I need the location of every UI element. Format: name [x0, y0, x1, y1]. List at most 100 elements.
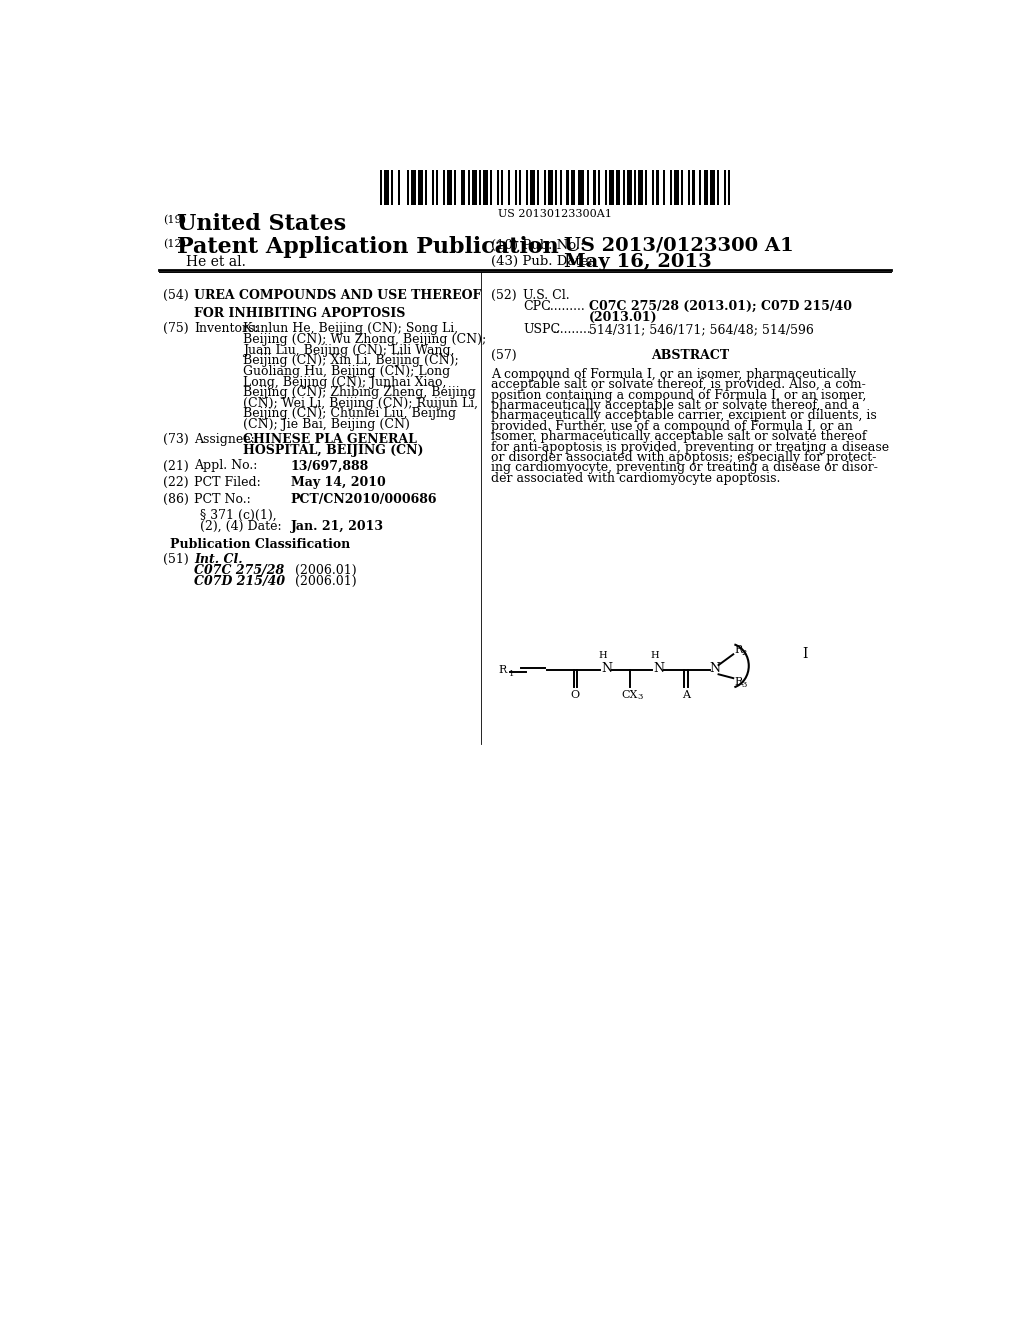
Text: Inventors:: Inventors: [194, 322, 258, 335]
Text: Patent Application Publication: Patent Application Publication [177, 236, 558, 259]
Text: 13/697,888: 13/697,888 [291, 459, 369, 473]
Text: N: N [710, 663, 720, 676]
Bar [699, 170, 701, 205]
Text: Assignee:: Assignee: [194, 433, 255, 446]
Text: CX: CX [622, 689, 638, 700]
Text: R: R [735, 677, 743, 686]
Bar [526, 170, 528, 205]
Text: PCT No.:: PCT No.: [194, 494, 251, 507]
Bar [674, 170, 679, 205]
Bar [468, 170, 470, 205]
Bar [530, 170, 535, 205]
Text: US 2013/0123300 A1: US 2013/0123300 A1 [563, 236, 794, 255]
Bar [447, 170, 452, 205]
Text: 3: 3 [741, 681, 746, 689]
Bar [724, 170, 726, 205]
Bar [670, 170, 672, 205]
Bar [418, 170, 423, 205]
Text: N: N [653, 663, 665, 676]
Text: isomer, pharmaceutically acceptable salt or solvate thereof: isomer, pharmaceutically acceptable salt… [490, 430, 866, 444]
Bar [703, 170, 708, 205]
Text: 3: 3 [637, 693, 642, 701]
Bar [508, 170, 510, 205]
Bar [442, 170, 445, 205]
Text: R: R [498, 665, 506, 676]
Text: May 14, 2010: May 14, 2010 [291, 477, 385, 490]
Text: Beijing (CN); Chunlei Liu, Beijing: Beijing (CN); Chunlei Liu, Beijing [243, 408, 456, 420]
Bar [380, 170, 382, 205]
Bar [560, 170, 562, 205]
Text: I: I [802, 647, 808, 661]
Text: (2013.01): (2013.01) [589, 312, 657, 323]
Text: (73): (73) [163, 433, 188, 446]
Text: (21): (21) [163, 459, 188, 473]
Text: A: A [682, 689, 690, 700]
Text: (CN); Wei Li, Beijing (CN); Ruijun Li,: (CN); Wei Li, Beijing (CN); Ruijun Li, [243, 397, 478, 409]
Text: ..........: .......... [553, 323, 592, 337]
Text: USPC: USPC [523, 323, 560, 337]
Text: He et al.: He et al. [186, 256, 246, 269]
Text: (CN); Jie Bai, Beijing (CN): (CN); Jie Bai, Beijing (CN) [243, 418, 410, 432]
Bar [391, 170, 393, 205]
Text: 514/311; 546/171; 564/48; 514/596: 514/311; 546/171; 564/48; 514/596 [589, 323, 814, 337]
Bar [472, 170, 476, 205]
Bar [407, 170, 410, 205]
Text: (19): (19) [163, 215, 186, 226]
Bar [717, 170, 719, 205]
Text: Publication Classification: Publication Classification [170, 539, 350, 550]
Text: N: N [601, 663, 612, 676]
Text: UREA COMPOUNDS AND USE THEREOF
FOR INHIBITING APOPTOSIS: UREA COMPOUNDS AND USE THEREOF FOR INHIB… [194, 289, 481, 321]
Bar [425, 170, 427, 205]
Bar [609, 170, 613, 205]
Bar [519, 170, 521, 205]
Bar [501, 170, 504, 205]
Bar [412, 170, 416, 205]
Bar [681, 170, 683, 205]
Bar [398, 170, 400, 205]
Text: (2006.01): (2006.01) [295, 576, 356, 587]
Bar [664, 170, 666, 205]
Bar [692, 170, 694, 205]
Bar [479, 170, 481, 205]
Bar [728, 170, 730, 205]
Text: ..........: .......... [547, 300, 586, 313]
Text: US 20130123300A1: US 20130123300A1 [499, 209, 612, 219]
Text: (2006.01): (2006.01) [295, 564, 356, 577]
Text: PCT/CN2010/000686: PCT/CN2010/000686 [291, 494, 437, 507]
Text: (2), (4) Date:: (2), (4) Date: [200, 520, 282, 532]
Bar [431, 170, 434, 205]
Bar [538, 170, 540, 205]
Text: CHINESE PLA GENERAL: CHINESE PLA GENERAL [243, 433, 417, 446]
Text: C07D 215/40: C07D 215/40 [194, 576, 285, 587]
Bar [688, 170, 690, 205]
Text: Guoliang Hu, Beijing (CN); Long: Guoliang Hu, Beijing (CN); Long [243, 364, 450, 378]
Text: HOSPITAL, BEIJING (CN): HOSPITAL, BEIJING (CN) [243, 444, 423, 457]
Text: U.S. Cl.: U.S. Cl. [523, 289, 570, 302]
Bar [497, 170, 499, 205]
Text: C07C 275/28 (2013.01); C07D 215/40: C07C 275/28 (2013.01); C07D 215/40 [589, 300, 852, 313]
Bar [578, 170, 585, 205]
Text: ABSTRACT: ABSTRACT [651, 350, 730, 363]
Text: or disorder associated with apoptosis; especially for protect-: or disorder associated with apoptosis; e… [490, 451, 877, 465]
Bar [652, 170, 654, 205]
Text: H: H [599, 652, 607, 660]
Bar [490, 170, 493, 205]
Text: Jan. 21, 2013: Jan. 21, 2013 [291, 520, 384, 532]
Bar [461, 170, 465, 205]
Text: Long, Beijing (CN); Junhai Xiao,: Long, Beijing (CN); Junhai Xiao, [243, 376, 446, 388]
Bar [454, 170, 457, 205]
Text: pharmaceutically acceptable salt or solvate thereof, and a: pharmaceutically acceptable salt or solv… [490, 399, 859, 412]
Text: (10) Pub. No.:: (10) Pub. No.: [490, 239, 585, 252]
Text: 1: 1 [509, 669, 514, 677]
Bar [587, 170, 589, 205]
Text: pharmaceutically acceptable carrier, excipient or diluents, is: pharmaceutically acceptable carrier, exc… [490, 409, 877, 422]
Text: R: R [735, 644, 743, 655]
Bar [634, 170, 636, 205]
Bar [593, 170, 596, 205]
Text: 2: 2 [741, 648, 746, 657]
Text: der associated with cardiomyocyte apoptosis.: der associated with cardiomyocyte apopto… [490, 471, 780, 484]
Bar [436, 170, 438, 205]
Text: Beijing (CN); Xin Li, Beijing (CN);: Beijing (CN); Xin Li, Beijing (CN); [243, 354, 459, 367]
Bar [604, 170, 607, 205]
Bar [598, 170, 600, 205]
